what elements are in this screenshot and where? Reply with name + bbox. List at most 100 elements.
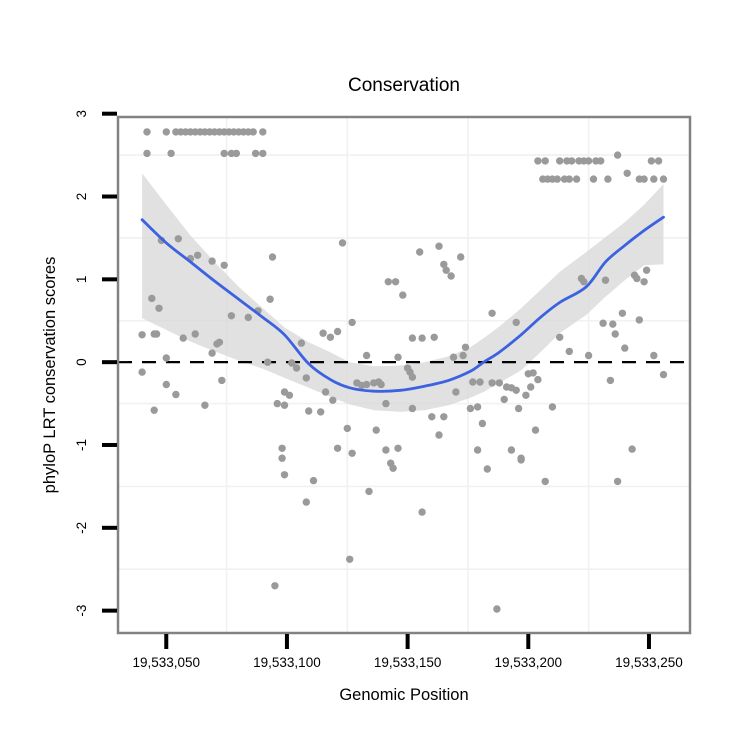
confidence-ribbon bbox=[142, 173, 664, 412]
data-point bbox=[642, 266, 651, 274]
data-point bbox=[394, 353, 402, 361]
data-point bbox=[365, 487, 373, 496]
data-point bbox=[416, 248, 424, 256]
data-point bbox=[266, 295, 274, 303]
x-tick bbox=[284, 634, 289, 649]
data-point bbox=[495, 379, 503, 387]
data-point bbox=[346, 555, 354, 563]
data-point bbox=[268, 253, 277, 261]
y-tick bbox=[102, 608, 117, 613]
data-point bbox=[408, 334, 417, 342]
data-point bbox=[609, 320, 617, 328]
y-tick-label: 1 bbox=[74, 276, 89, 284]
data-point bbox=[459, 351, 467, 360]
data-point bbox=[589, 175, 598, 183]
data-point bbox=[512, 386, 520, 394]
data-point bbox=[138, 331, 146, 339]
y-tick bbox=[102, 277, 117, 282]
data-point bbox=[473, 446, 482, 454]
data-point bbox=[548, 403, 557, 411]
data-point bbox=[362, 351, 371, 360]
data-point bbox=[601, 276, 610, 284]
data-point bbox=[618, 309, 627, 317]
data-point bbox=[220, 149, 228, 158]
y-tick bbox=[102, 360, 117, 365]
data-point bbox=[152, 330, 161, 338]
data-point bbox=[321, 388, 330, 396]
data-point bbox=[389, 464, 397, 472]
data-point bbox=[442, 266, 450, 274]
data-point bbox=[174, 235, 182, 243]
data-point bbox=[329, 396, 337, 404]
x-tick bbox=[526, 634, 531, 649]
data-point bbox=[556, 333, 564, 341]
data-point bbox=[522, 391, 530, 399]
data-point bbox=[138, 368, 146, 376]
axis-tick-labels: 19,533,050 19,533,100 19,533,150 19,533,200… bbox=[74, 110, 683, 670]
loess-smooth-line bbox=[140, 215, 665, 393]
data-point bbox=[623, 169, 631, 177]
data-point bbox=[391, 278, 400, 286]
data-point bbox=[447, 272, 455, 280]
data-point bbox=[280, 471, 289, 479]
y-tick bbox=[102, 525, 117, 530]
data-point bbox=[150, 406, 158, 414]
data-point bbox=[469, 378, 477, 386]
data-point bbox=[292, 364, 301, 372]
data-point bbox=[534, 157, 542, 165]
ribbon-polygon bbox=[142, 173, 664, 412]
data-point bbox=[659, 175, 668, 183]
data-point bbox=[162, 354, 170, 362]
data-point bbox=[466, 404, 475, 413]
data-point bbox=[155, 304, 163, 312]
data-point bbox=[232, 149, 240, 158]
data-point bbox=[568, 157, 576, 165]
data-point bbox=[640, 278, 648, 286]
y-tick-label: -3 bbox=[74, 605, 89, 617]
data-point bbox=[333, 327, 342, 336]
data-point bbox=[428, 413, 436, 421]
axis-ticks bbox=[102, 111, 651, 649]
data-point bbox=[440, 413, 448, 421]
data-point bbox=[606, 376, 615, 385]
data-point bbox=[382, 446, 390, 454]
y-tick bbox=[102, 194, 117, 199]
data-point bbox=[640, 175, 648, 183]
data-point bbox=[604, 175, 612, 183]
smooth-path bbox=[140, 215, 665, 393]
data-point bbox=[597, 157, 605, 165]
data-point bbox=[305, 407, 313, 415]
data-point bbox=[201, 401, 209, 409]
x-tick-label: 19,533,250 bbox=[615, 655, 683, 670]
data-point bbox=[302, 374, 310, 382]
data-point bbox=[384, 278, 392, 286]
data-point bbox=[650, 175, 658, 183]
data-point bbox=[280, 401, 289, 409]
data-point bbox=[382, 399, 390, 408]
y-tick-label: 0 bbox=[74, 358, 89, 366]
data-point bbox=[148, 294, 156, 303]
x-tick-label: 19,533,100 bbox=[253, 655, 321, 670]
data-point bbox=[218, 376, 226, 385]
data-point bbox=[507, 446, 516, 454]
x-tick bbox=[646, 634, 651, 649]
y-tick bbox=[102, 442, 117, 447]
data-point bbox=[220, 261, 228, 269]
data-point bbox=[251, 149, 260, 158]
data-point bbox=[565, 347, 573, 356]
data-point bbox=[435, 242, 443, 250]
data-point bbox=[430, 333, 438, 341]
data-point bbox=[514, 404, 523, 413]
data-point bbox=[259, 128, 267, 136]
data-point bbox=[611, 330, 619, 338]
data-point bbox=[633, 274, 641, 283]
data-point bbox=[208, 257, 216, 265]
data-point bbox=[440, 260, 448, 269]
data-point bbox=[599, 319, 607, 327]
data-point bbox=[529, 369, 537, 377]
data-point bbox=[297, 339, 306, 347]
data-point bbox=[534, 375, 542, 384]
data-point bbox=[553, 175, 561, 183]
data-point bbox=[372, 426, 380, 434]
